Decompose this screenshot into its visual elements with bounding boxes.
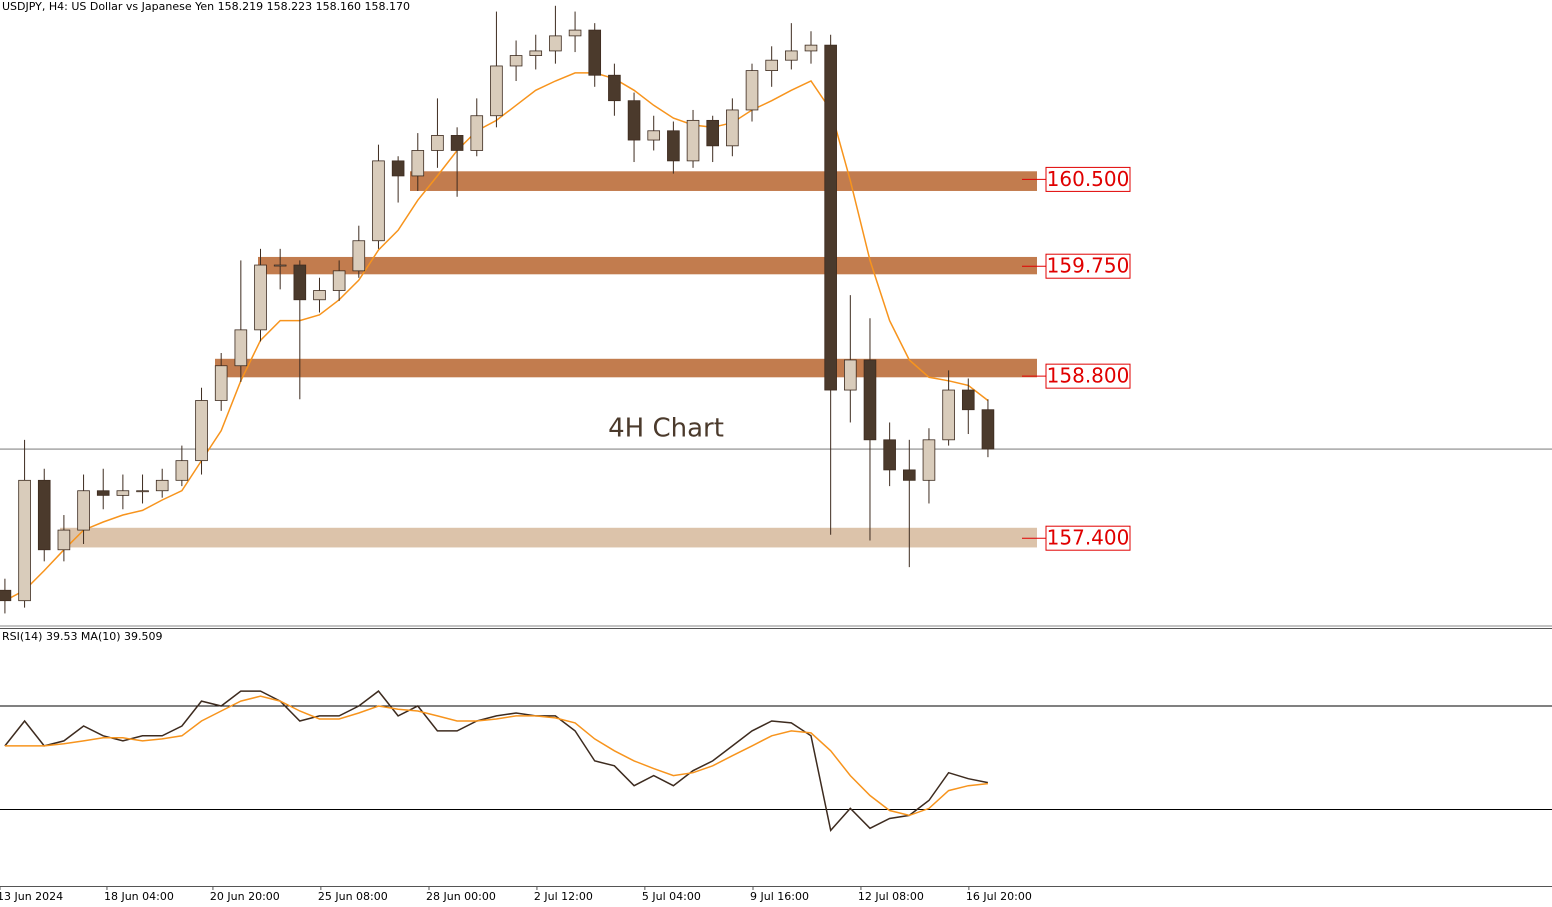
zone-label-box [1045,363,1131,389]
candle-body [647,130,661,141]
x-tick-label: 28 Jun 00:00 [426,890,496,903]
candle-body [431,135,444,151]
zone-label-box [1045,253,1131,279]
candle-body [450,135,464,151]
candle-body [352,240,366,272]
chart-title: USDJPY, H4: US Dollar vs Japanese Yen 15… [2,0,410,13]
zone-label: 158.800 [1047,364,1130,388]
candle-body [293,264,307,301]
candle-body [588,29,602,76]
candle-body [883,439,896,471]
candle-body [470,115,484,151]
candle-body [824,44,837,391]
candle-body [254,264,267,331]
x-tick-label: 20 Jun 20:00 [210,890,280,903]
candle-body [529,50,543,56]
candle-body [568,29,582,37]
candle-body [175,460,189,481]
candle-body [706,119,719,147]
x-tick-label: 13 Jun 2024 [0,890,63,903]
candle-body [77,490,90,531]
candle-body [844,359,857,391]
zone-label: 160.500 [1047,167,1130,191]
x-tick-label: 5 Jul 04:00 [642,890,701,903]
candle-body [726,109,739,147]
candle-body [18,479,31,602]
candle-body [785,50,798,61]
candle-body [509,55,523,67]
candle-body [136,490,149,493]
candle-body [608,74,621,102]
candle-body [981,409,995,450]
candle-body [863,359,877,441]
candle-body [273,264,287,267]
candle-body [57,529,71,551]
candle-body [332,270,346,291]
x-tick-label: 16 Jul 20:00 [966,890,1032,903]
candle-body [155,479,169,492]
x-tick-label: 9 Jul 16:00 [750,890,809,903]
zone-label: 157.400 [1047,526,1130,550]
candle-body [372,160,385,242]
zone-label: 159.750 [1047,254,1130,278]
zone-label-box [1045,525,1131,551]
candle-body [804,44,818,52]
candle-body [961,389,975,411]
candle-body [313,290,326,301]
candle-body [37,479,51,551]
zone [410,171,1037,191]
candle-body [0,589,12,602]
candle-body [745,70,759,111]
indicator-line [4,695,988,817]
candle-body [195,400,208,462]
candle-body [549,35,562,52]
candle-body [411,150,425,177]
x-tick-label: 2 Jul 12:00 [534,890,593,903]
indicator-title: RSI(14) 39.53 MA(10) 39.509 [2,630,163,643]
annotation: 4H Chart [608,414,724,444]
zone [258,256,1037,275]
candle-body [391,160,405,177]
candle-body [942,389,955,441]
candle-body [903,469,916,481]
candle-body [214,365,228,401]
moving-average [4,72,989,602]
candle-body [922,439,936,481]
candle-body [490,65,503,117]
indicator-line [4,690,989,833]
x-tick-label: 18 Jun 04:00 [104,890,174,903]
zone [215,358,1037,378]
candle-body [667,130,680,162]
zone-label-box [1045,166,1131,192]
zone [60,527,1037,548]
candle-body [686,119,700,162]
candle-body [116,490,130,496]
candle-body [627,100,641,141]
candle-body [765,59,778,72]
x-tick-label: 12 Jul 08:00 [858,890,924,903]
x-tick-label: 25 Jun 08:00 [318,890,388,903]
candle-body [234,329,248,367]
candle-body [96,490,110,496]
